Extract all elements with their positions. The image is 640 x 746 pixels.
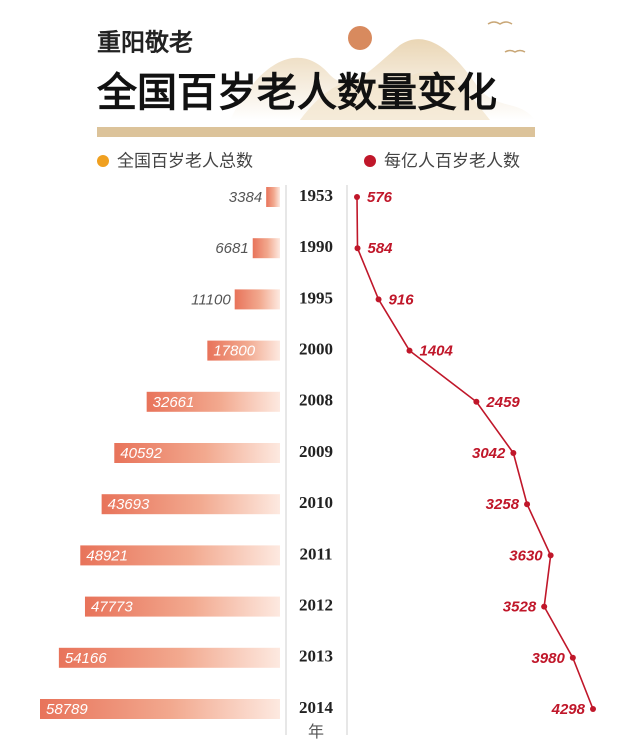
category-label: 1953 xyxy=(299,186,333,205)
bar xyxy=(146,391,280,412)
data-label: 3384 xyxy=(229,189,262,206)
data-label: 3042 xyxy=(472,445,506,462)
legend-label: 每亿人百岁老人数 xyxy=(384,151,520,170)
point xyxy=(354,194,360,200)
data-label: 17800 xyxy=(213,343,255,360)
data-label: 584 xyxy=(368,240,394,257)
data-label: 58789 xyxy=(46,701,88,718)
x-axis-label: 年 xyxy=(308,723,324,741)
category-label: 2008 xyxy=(299,391,333,410)
point xyxy=(569,654,576,661)
bar xyxy=(114,443,280,463)
category-label: 1995 xyxy=(299,288,333,307)
bar xyxy=(266,187,280,207)
category-label: 2011 xyxy=(299,544,332,563)
point xyxy=(375,296,382,303)
point xyxy=(541,603,548,610)
data-label: 48921 xyxy=(86,547,128,564)
chart-subtitle: 重阳敬老 xyxy=(97,30,193,57)
point xyxy=(510,450,517,456)
point xyxy=(524,501,531,508)
category-label: 2009 xyxy=(299,442,333,461)
point xyxy=(473,398,480,405)
data-label: 576 xyxy=(367,189,393,206)
bar xyxy=(234,289,280,310)
data-label: 43693 xyxy=(108,496,150,513)
bar xyxy=(40,699,280,719)
data-label: 54166 xyxy=(65,650,107,667)
data-label: 3980 xyxy=(531,650,565,667)
category-label: 2010 xyxy=(299,493,333,512)
data-label: 11100 xyxy=(191,291,231,308)
point xyxy=(354,245,361,252)
data-label: 6681 xyxy=(215,240,248,257)
data-label: 916 xyxy=(389,291,415,308)
legend-marker xyxy=(364,155,376,167)
bar xyxy=(84,596,280,617)
data-label: 4298 xyxy=(551,701,586,718)
legend-marker xyxy=(97,155,109,167)
point xyxy=(406,347,413,354)
category-label: 2000 xyxy=(299,340,333,359)
bar xyxy=(80,545,280,566)
legend-label: 全国百岁老人总数 xyxy=(117,151,253,170)
header-decoration xyxy=(97,21,535,137)
category-label: 2014 xyxy=(299,698,334,717)
bar xyxy=(58,647,280,668)
data-label: 2459 xyxy=(485,394,520,411)
data-label: 1404 xyxy=(420,343,454,360)
data-label: 3258 xyxy=(486,496,520,513)
bar xyxy=(252,238,280,259)
data-label: 47773 xyxy=(91,599,133,616)
data-label: 3630 xyxy=(509,547,543,564)
data-label: 32661 xyxy=(153,394,195,411)
bar xyxy=(101,494,280,515)
point xyxy=(547,552,554,559)
bar xyxy=(207,340,280,361)
data-label: 40592 xyxy=(120,445,162,462)
category-label: 2013 xyxy=(299,647,333,666)
data-label: 3528 xyxy=(503,599,537,616)
chart-title: 全国百岁老人数量变化 xyxy=(96,70,497,115)
category-label: 2012 xyxy=(299,596,333,615)
point xyxy=(590,706,596,712)
category-label: 1990 xyxy=(299,237,333,256)
